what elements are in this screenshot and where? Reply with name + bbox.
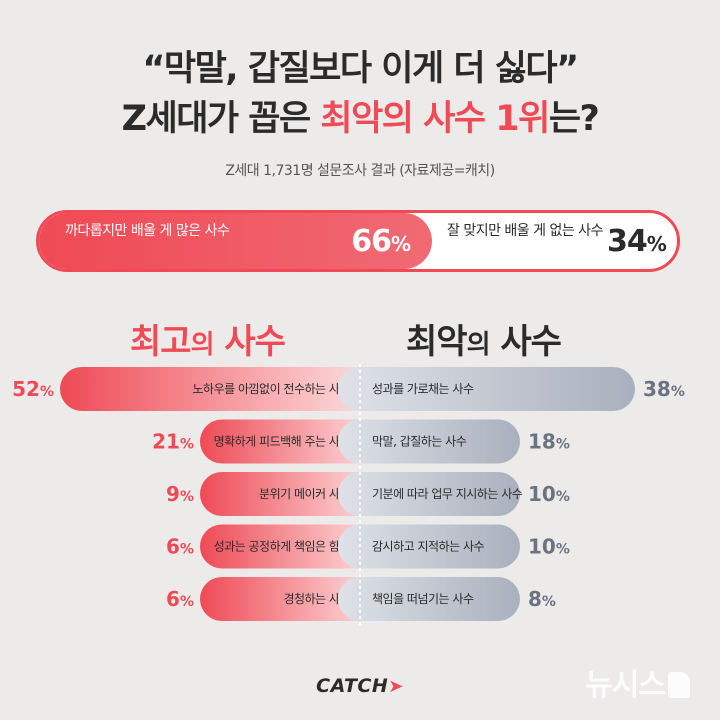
- worst-heading-small: 의: [466, 330, 491, 360]
- worst-bar-label: 막말, 갑질하는 사수: [372, 435, 467, 449]
- title-line-1: “막말, 갑질보다 이게 더 싫다”: [142, 49, 579, 89]
- best-heading-small: 의: [190, 330, 215, 360]
- worst-bar: [338, 524, 520, 569]
- best-bar: [60, 367, 382, 411]
- split-left-value: 66%: [351, 224, 411, 259]
- split-right-number: 34: [607, 224, 648, 259]
- best-heading-main: 최고: [130, 322, 192, 362]
- worst-bar-value: 18%: [528, 430, 570, 454]
- best-bar: [200, 419, 382, 464]
- title-line-2: Z세대가 꼽은 최악의 사수 1위는?: [0, 90, 720, 141]
- worst-bar-value: 10%: [528, 535, 570, 559]
- split-bar: 까다롭지만 배울 게 많은 사수 66% 잘 맞지만 배울 게 없는 사수 34…: [36, 210, 680, 272]
- split-left-segment: 까다롭지만 배울 게 많은 사수 66%: [39, 213, 432, 269]
- worst-bar-label: 책임을 떠넘기는 사수: [372, 591, 474, 606]
- split-right-value: 34%: [607, 224, 667, 259]
- best-bar-value: 21%: [152, 430, 194, 454]
- worst-heading-tail: 사수: [489, 322, 562, 362]
- best-bar-value: 9%: [166, 482, 194, 506]
- worst-bar-value: 10%: [528, 482, 570, 506]
- worst-bar-value: 38%: [643, 377, 685, 401]
- worst-heading: 최악의 사수: [406, 314, 562, 363]
- split-left-unit: %: [390, 232, 411, 256]
- best-bar-label: 노하우를 아낌없이 전수하는 사수: [192, 382, 350, 396]
- worst-bar: [338, 472, 520, 516]
- best-bar: [200, 577, 382, 621]
- best-heading: 최고의 사수: [130, 314, 286, 363]
- worst-heading-main: 최악: [406, 322, 468, 362]
- title-highlight: 최악의 사수 1위: [320, 99, 550, 139]
- best-bar-label: 경청하는 사수: [283, 592, 350, 606]
- worst-bar-label: 기분에 따라 업무 지시하는 사수: [372, 487, 523, 501]
- best-bar-value: 6%: [166, 535, 194, 559]
- best-bar: [200, 472, 382, 516]
- watermark-mark-icon: [668, 672, 690, 698]
- butterfly-chart: 노하우를 아낌없이 전수하는 사수 52% 성과를 가로채는 사수 38% 명확하게 피…: [12, 364, 685, 626]
- best-bar: [200, 524, 382, 569]
- best-heading-tail: 사수: [213, 322, 286, 362]
- title-line-2-post: 는?: [548, 99, 600, 139]
- best-bar-label: 성과는 공정하게 책임은 함께: [214, 539, 350, 554]
- split-left-number: 66: [351, 224, 392, 259]
- worst-bar: [338, 577, 520, 621]
- catch-arrow-icon: ➤: [388, 676, 404, 697]
- split-right-label: 잘 맞지만 배울 게 없는 사수: [447, 223, 603, 239]
- worst-bar-value: 8%: [528, 587, 556, 611]
- split-right-unit: %: [646, 232, 667, 256]
- catch-logo: CATCH➤: [0, 675, 720, 697]
- title-line-2-pre: Z세대가 꼽은: [121, 99, 321, 139]
- catch-logo-text: CATCH: [316, 675, 389, 697]
- watermark-text: 뉴시스: [585, 668, 666, 703]
- split-left-label: 까다롭지만 배울 게 많은 사수: [65, 223, 230, 239]
- worst-bar-label: 성과를 가로채는 사수: [372, 382, 474, 396]
- newsis-watermark: 뉴시스: [585, 660, 690, 704]
- worst-bar-label: 감시하고 지적하는 사수: [372, 540, 484, 554]
- worst-bar: [338, 419, 520, 464]
- best-bar-label: 명확하게 피드백해 주는 사수: [214, 435, 351, 449]
- subtitle: Z세대 1,731명 설문조사 결과 (자료제공=캐치): [225, 163, 495, 179]
- best-bar-label: 분위기 메이커 사수: [259, 487, 350, 501]
- best-bar-value: 52%: [12, 377, 54, 401]
- worst-bar: [338, 367, 635, 411]
- best-bar-value: 6%: [166, 587, 194, 611]
